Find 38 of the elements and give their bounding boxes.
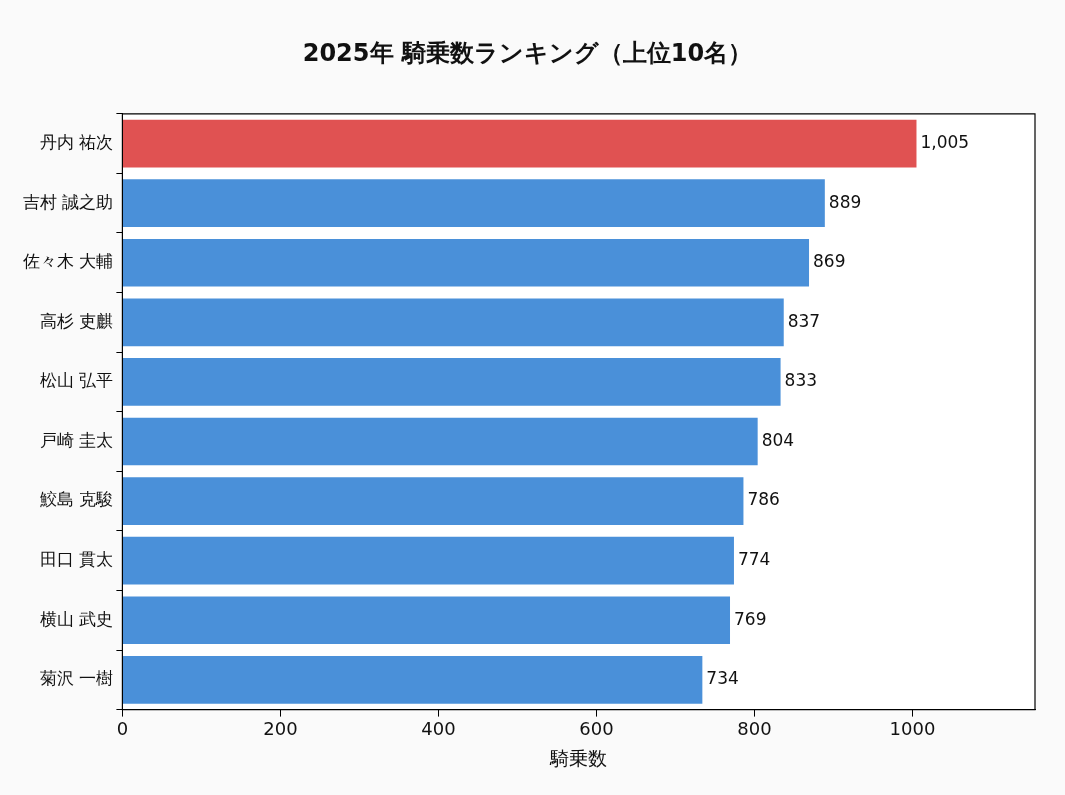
x-tick-label: 0 (116, 718, 129, 740)
data-label: 837 (787, 310, 821, 331)
bar (122, 536, 734, 585)
x-tick-label: 800 (737, 718, 772, 740)
bar (122, 417, 758, 466)
x-tick-label: 600 (579, 718, 614, 740)
y-tick-label: 田口 貫太 (40, 549, 114, 570)
y-tick-label: 鮫島 克駿 (40, 489, 114, 510)
y-tick-label: 佐々木 大輔 (23, 251, 114, 272)
x-tick-label: 400 (421, 718, 456, 740)
bar (122, 298, 784, 347)
bar (122, 358, 781, 406)
data-label: 734 (706, 668, 739, 689)
y-tick-label: 吉村 誠之助 (23, 191, 114, 212)
y-tick-label: 戸崎 圭太 (40, 429, 114, 450)
bar (122, 477, 744, 525)
x-tick-label: 200 (263, 718, 298, 740)
x-tick-label: 1000 (889, 718, 936, 740)
bar (122, 238, 810, 287)
data-label: 889 (828, 191, 862, 212)
chart-title: 2025年 騎乗数ランキング（上位10名） (302, 38, 753, 67)
bar (122, 655, 703, 704)
y-tick-label: 横山 武史 (40, 608, 114, 629)
y-tick-label: 松山 弘平 (40, 370, 114, 391)
data-label: 1,005 (920, 132, 970, 153)
y-tick-label: 丹内 祐次 (40, 132, 114, 153)
data-label: 869 (813, 251, 846, 272)
y-tick-label: 高杉 吏麒 (40, 310, 114, 331)
data-label: 804 (761, 429, 795, 450)
y-tick-label: 菊沢 一樹 (40, 668, 114, 689)
bar (122, 119, 917, 168)
bar (122, 179, 825, 227)
data-label: 769 (734, 608, 767, 629)
data-label: 833 (784, 370, 818, 391)
data-label: 774 (737, 549, 771, 570)
bar (122, 596, 731, 645)
x-axis-title: 騎乗数 (549, 746, 608, 769)
data-label: 786 (747, 489, 780, 510)
